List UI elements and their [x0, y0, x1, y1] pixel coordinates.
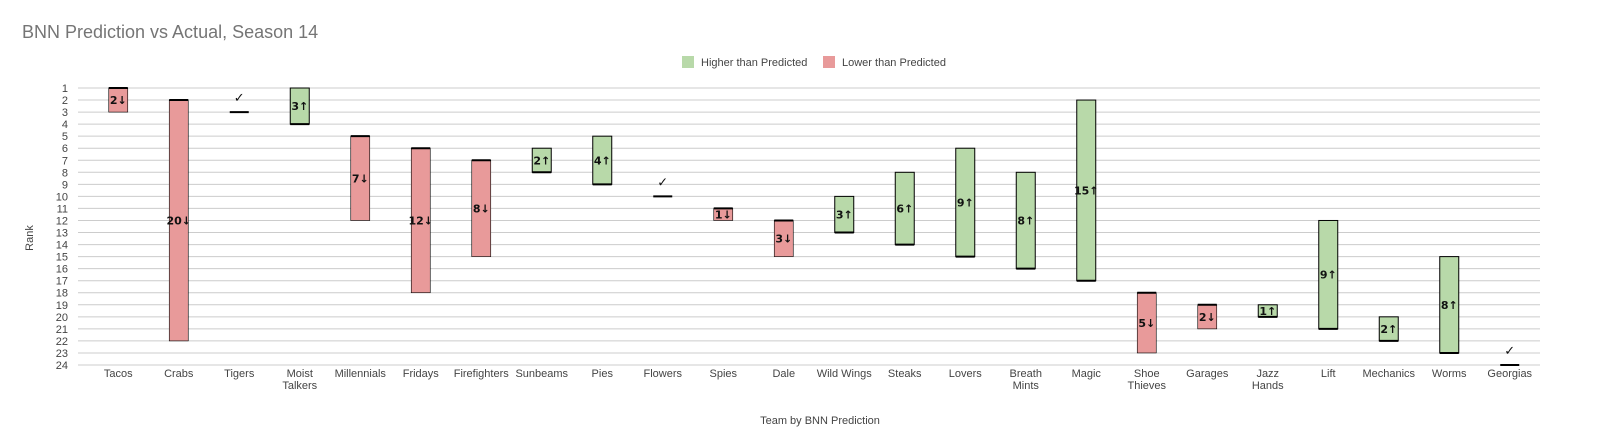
- x-tick-label: Millennials: [335, 368, 387, 380]
- x-axis-ticks: Tacos Crabs Tigers Moist Talkers Millennials F…: [104, 368, 1533, 392]
- bar-data-label: 8↓: [473, 202, 490, 215]
- y-tick-label: 10: [56, 191, 68, 203]
- bar-data-label: 15↑: [1074, 184, 1099, 197]
- x-tick-label: Tacos: [104, 368, 133, 380]
- y-tick-label: 5: [62, 131, 68, 143]
- y-axis-title: Rank: [24, 225, 36, 251]
- y-tick-label: 7: [62, 155, 68, 167]
- x-tick-label: Firefighters: [454, 368, 510, 380]
- y-tick-label: 1: [62, 83, 68, 95]
- y-tick-label: 3: [62, 107, 68, 119]
- y-tick-label: 13: [56, 228, 68, 240]
- same-rank-check: ✓: [234, 91, 245, 106]
- x-tick-label: Shoe Thieves: [1127, 368, 1166, 392]
- bar-data-label: 5↓: [1138, 317, 1155, 330]
- bar-data-label: 3↑: [836, 208, 853, 221]
- bar-data-label: 8↑: [1017, 214, 1034, 227]
- y-tick-label: 24: [56, 360, 68, 372]
- bar-data-label: 2↓: [110, 94, 127, 107]
- bar-data-label: 8↑: [1441, 299, 1458, 312]
- bar-data-label: 3↓: [775, 233, 792, 246]
- y-tick-label: 23: [56, 348, 68, 360]
- y-tick-label: 11: [57, 203, 68, 215]
- bar-data-label: 1↓: [715, 208, 732, 221]
- y-tick-label: 9: [62, 179, 68, 191]
- chart-title: BNN Prediction vs Actual, Season 14: [22, 22, 318, 42]
- legend: Higher than Predicted Lower than Predict…: [682, 56, 946, 69]
- x-tick-label: Lovers: [949, 368, 983, 380]
- bar-data-label: 20↓: [166, 214, 191, 227]
- y-tick-label: 4: [62, 119, 68, 131]
- x-tick-label: Worms: [1432, 368, 1467, 380]
- legend-label-higher: Higher than Predicted: [701, 57, 807, 69]
- x-tick-label: Crabs: [164, 368, 194, 380]
- x-tick-label: Magic: [1072, 368, 1102, 380]
- x-tick-label: Wild Wings: [817, 368, 873, 380]
- x-tick-label: Moist Talkers: [282, 368, 317, 392]
- x-tick-label: Steaks: [888, 368, 922, 380]
- x-tick-label: Fridays: [403, 368, 440, 380]
- x-tick-label: Dale: [772, 368, 795, 380]
- x-tick-label: Breath Mints: [1010, 368, 1042, 392]
- y-tick-label: 16: [56, 264, 68, 276]
- bar-data-label: 6↑: [896, 202, 913, 215]
- x-axis-title: Team by BNN Prediction: [760, 415, 880, 427]
- bar-data-label: 9↑: [1320, 269, 1337, 282]
- same-rank-check: ✓: [657, 175, 668, 190]
- y-tick-label: 2: [62, 95, 68, 107]
- bars: 2↓ 20↓ ✓ 3↑ 7↓ 12↓ 8↓ 2↑ 4↑ ✓ 1↓ 3↓ 3↑ 6↑ 9↑ 8↑ 15↑ 5↓ 2↓ 1…: [108, 87, 1520, 366]
- bar-data-label: 3↑: [291, 100, 308, 113]
- y-tick-label: 22: [56, 336, 68, 348]
- bar-data-label: 1↑: [1259, 305, 1276, 318]
- same-rank-check: ✓: [1504, 344, 1515, 359]
- y-tick-label: 17: [56, 276, 68, 288]
- x-tick-label: Lift: [1321, 368, 1336, 380]
- x-tick-label: Georgias: [1487, 368, 1532, 380]
- x-tick-label: Mechanics: [1362, 368, 1415, 380]
- x-tick-label: Sunbeams: [515, 368, 568, 380]
- gridlines: [78, 87, 1540, 366]
- bar-data-label: 2↑: [1380, 323, 1397, 336]
- bar-data-label: 2↑: [533, 154, 550, 167]
- y-tick-label: 19: [56, 300, 68, 312]
- bar-data-label: 12↓: [408, 214, 433, 227]
- y-tick-label: 18: [56, 288, 68, 300]
- bar-data-label: 9↑: [957, 196, 974, 209]
- x-tick-label: Tigers: [224, 368, 255, 380]
- bar-data-label: 4↑: [594, 154, 611, 167]
- y-tick-label: 15: [56, 252, 68, 264]
- legend-swatch-higher: [682, 56, 694, 68]
- x-tick-label: Spies: [709, 368, 737, 380]
- bar-data-label: 2↓: [1199, 311, 1216, 324]
- y-tick-label: 6: [62, 143, 68, 155]
- x-tick-label: Jazz Hands: [1252, 368, 1284, 392]
- legend-swatch-lower: [823, 56, 835, 68]
- x-tick-label: Flowers: [643, 368, 682, 380]
- x-tick-label: Garages: [1186, 368, 1229, 380]
- y-tick-label: 21: [56, 324, 68, 336]
- y-tick-label: 12: [56, 215, 68, 227]
- legend-label-lower: Lower than Predicted: [842, 57, 946, 69]
- y-tick-label: 14: [56, 240, 68, 252]
- x-tick-label: Pies: [592, 368, 614, 380]
- y-tick-label: 20: [56, 312, 68, 324]
- bar-data-label: 7↓: [352, 172, 369, 185]
- y-tick-label: 8: [62, 167, 68, 179]
